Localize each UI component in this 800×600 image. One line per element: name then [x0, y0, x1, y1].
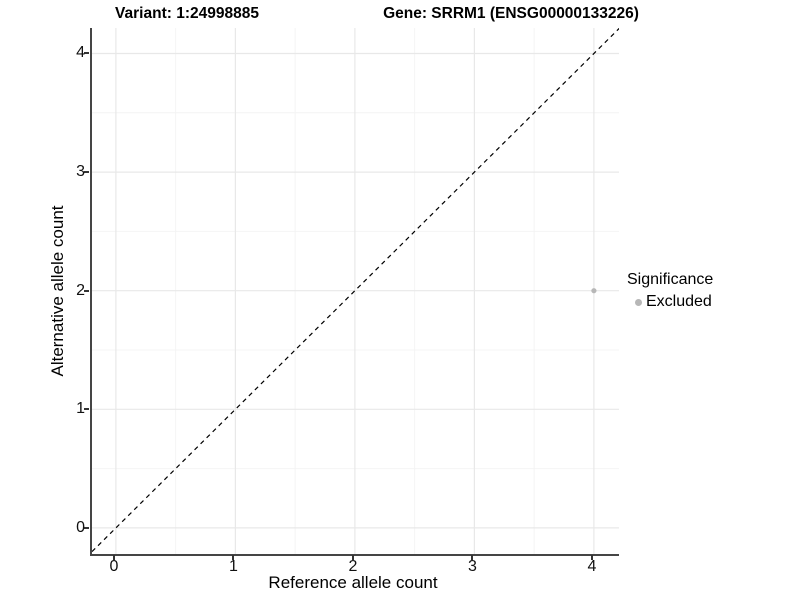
y-tick-mark — [84, 408, 89, 411]
x-tick-mark — [351, 555, 354, 560]
x-tick-label: 4 — [587, 558, 597, 575]
legend: Significance Excluded — [627, 271, 713, 311]
x-axis-title: Reference allele count — [268, 573, 438, 592]
x-tick-mark — [112, 555, 115, 560]
y-tick-mark — [84, 171, 89, 174]
x-tick-mark — [232, 555, 235, 560]
x-tick-mark — [471, 555, 474, 560]
y-tick-label: 2 — [76, 281, 85, 299]
legend-entry: Excluded — [627, 293, 713, 311]
legend-entries: Excluded — [627, 293, 713, 311]
y-tick-mark — [84, 52, 89, 55]
y-tick-label: 1 — [76, 400, 85, 418]
y-axis-title: Alternative allele count — [48, 205, 67, 377]
legend-key-dot-icon — [635, 298, 642, 306]
y-tick-label: 0 — [76, 518, 85, 536]
legend-title: Significance — [627, 271, 714, 288]
y-tick-mark — [84, 289, 89, 292]
x-tick-label: 0 — [109, 558, 119, 575]
x-tick-label: 3 — [467, 558, 477, 575]
y-tick-mark — [84, 526, 89, 529]
x-tick-mark — [590, 555, 593, 560]
x-tick-label: 2 — [348, 558, 358, 575]
plot-panel — [90, 28, 619, 556]
plot-canvas — [92, 28, 619, 554]
legend-entry-label: Excluded — [646, 293, 712, 310]
x-tick-label: 1 — [228, 558, 238, 575]
y-tick-label: 4 — [76, 44, 85, 62]
data-point — [591, 288, 597, 294]
plot-title-variant: Variant: 1:24998885 — [115, 5, 259, 22]
y-tick-label: 3 — [76, 163, 85, 181]
plot-title-gene: Gene: SRRM1 (ENSG00000133226) — [383, 5, 639, 22]
